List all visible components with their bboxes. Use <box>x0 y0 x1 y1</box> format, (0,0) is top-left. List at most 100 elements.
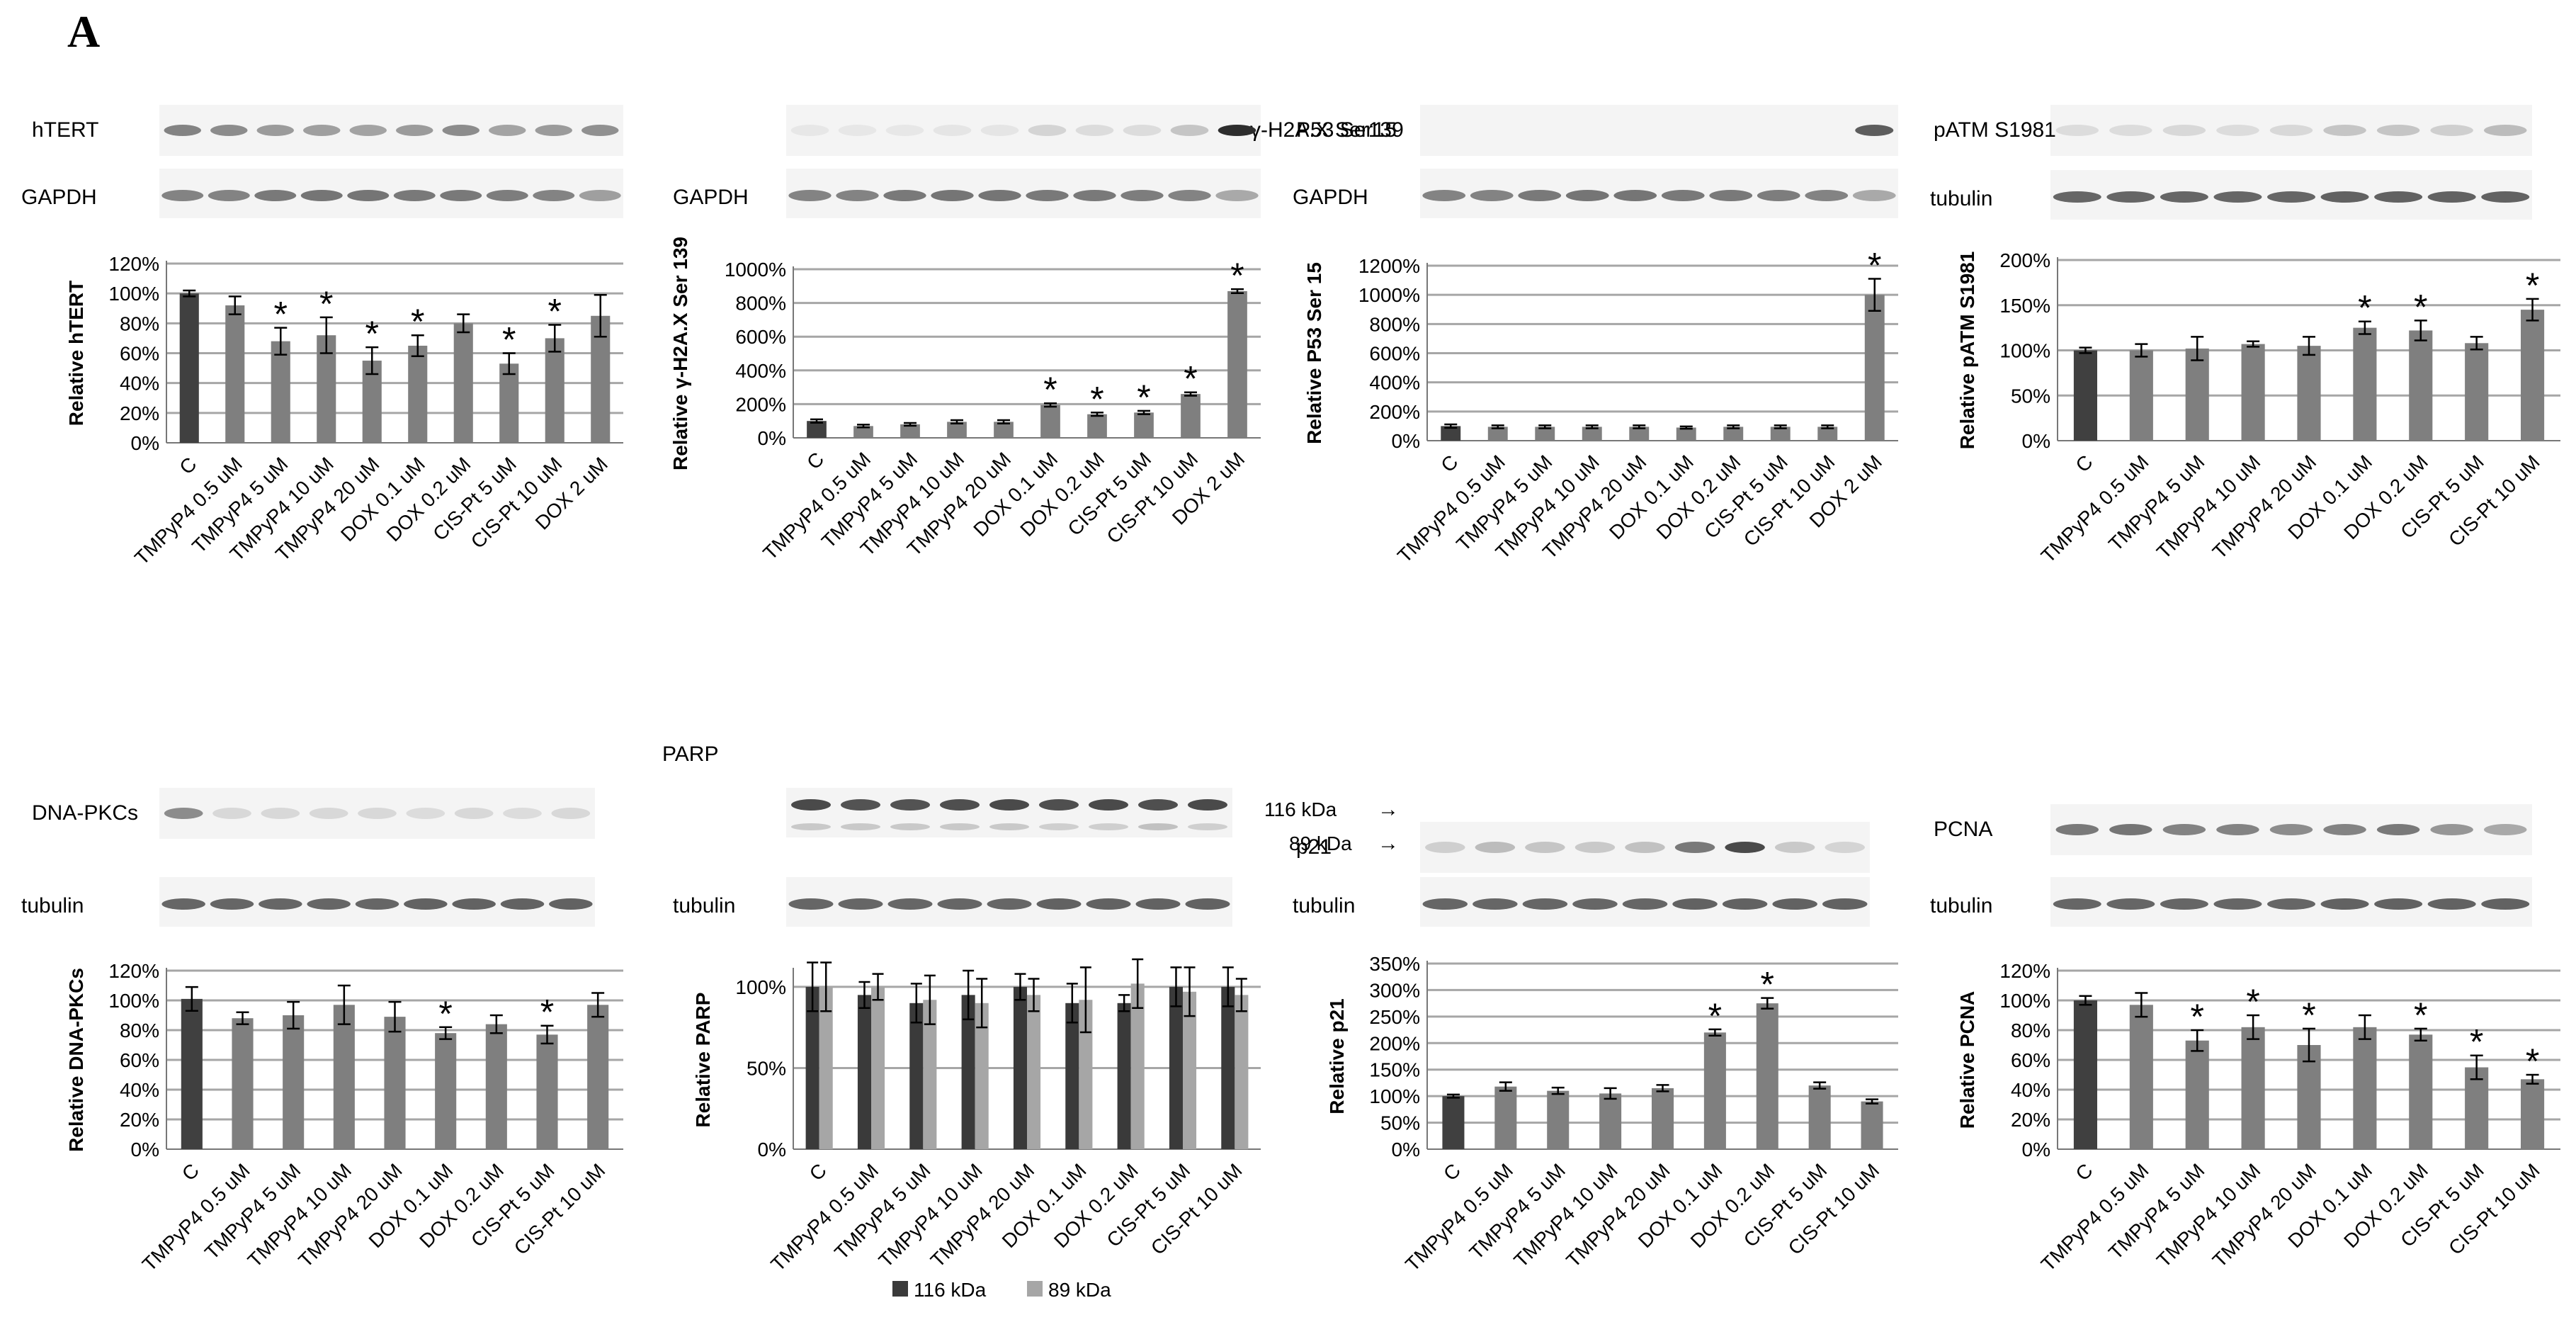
loading-band <box>1422 898 1468 910</box>
loading-band <box>1622 898 1668 910</box>
loading-band <box>2427 191 2476 203</box>
loading-band <box>533 190 575 201</box>
loading-band <box>788 190 832 201</box>
loading-band <box>2213 191 2262 203</box>
bar-116kda <box>1013 986 1027 1149</box>
chart-gH2AX: γ-H2A.X Ser139 GAPDH 0% 200% 400% 600% 800% 100… <box>669 105 1404 564</box>
plot-pATM: 0% 50% 100% 150% 200% Relative pATM S1981 C TMP… <box>1956 249 2560 567</box>
chart-hTERT: hTERT GAPDH 0% 20% 40% 60% 80% 100% 120% Relative… <box>21 105 623 569</box>
loading-band <box>1709 190 1753 201</box>
significance-asterisk: * <box>438 994 452 1034</box>
loading-band <box>452 898 496 910</box>
loading-band <box>259 898 302 910</box>
bar <box>1494 1086 1517 1149</box>
y-tick-label: 400% <box>1369 372 1420 394</box>
loading-band <box>2160 191 2208 203</box>
significance-asterisk: * <box>1708 996 1722 1036</box>
loading-band <box>2481 898 2530 910</box>
loading-band <box>1772 898 1817 910</box>
blot-band <box>841 799 880 811</box>
blot-band <box>1425 842 1465 853</box>
bar-89kda <box>1235 995 1249 1149</box>
blot-band <box>933 125 972 136</box>
loading-band <box>161 898 205 910</box>
blot-band <box>2323 824 2366 835</box>
y-tick-label: 100% <box>1369 1085 1420 1107</box>
blot-band <box>503 808 542 819</box>
loading-band <box>2374 898 2423 910</box>
bar <box>1582 427 1602 441</box>
blot-PARP: PARP 116 kDa → 89 kDa → tubulin <box>662 742 1399 927</box>
loading-band <box>937 898 982 910</box>
bar <box>853 426 873 438</box>
y-tick-label: 60% <box>120 1049 159 1071</box>
plot-P53: 0% 200% 400% 600% 800% 1000% 1200% Relative P53… <box>1303 246 1898 567</box>
bar-116kda <box>961 995 975 1149</box>
loading-band <box>500 898 545 910</box>
legend-label: 89 kDa <box>1048 1279 1111 1301</box>
y-tick-label: 1000% <box>725 259 786 281</box>
y-tick-label: 100% <box>735 976 786 998</box>
y-tick-label: 600% <box>735 326 786 348</box>
loading-band <box>486 190 528 201</box>
x-tick-label: CIS-Pt 10 uM <box>1147 1159 1247 1259</box>
bar-89kda <box>871 986 885 1149</box>
loading-band <box>1135 898 1181 910</box>
bar <box>2409 1034 2433 1149</box>
blot-band <box>2269 125 2313 136</box>
loading-band <box>2374 191 2423 203</box>
blot-label: DNA-PKCs <box>32 801 138 825</box>
bar <box>499 363 519 443</box>
y-tick-label: 400% <box>735 360 786 382</box>
y-axis-label: Relative P53 Ser 15 <box>1303 262 1325 444</box>
blot-band <box>1218 125 1256 136</box>
bar-89kda <box>975 1003 989 1149</box>
loading-band <box>2053 191 2101 203</box>
blot-background <box>1420 105 1898 156</box>
bar <box>2073 350 2098 441</box>
x-tick-label: C <box>2071 451 2096 476</box>
blot-band <box>1089 799 1128 811</box>
x-tick-label: C <box>178 1159 203 1185</box>
blot-band <box>980 125 1019 136</box>
y-tick-label: 0% <box>758 1139 786 1161</box>
chart-pATM: pATM S1981 tubulin 0% 50% 100% 150% 200% Relati… <box>1930 105 2560 567</box>
bar <box>2520 310 2545 441</box>
bar <box>2297 1045 2321 1149</box>
blot-PCNA: PCNA tubulin <box>1930 804 2532 927</box>
blot-label: P53 Ser15 <box>1296 118 1397 142</box>
loading-band <box>1613 190 1657 201</box>
blot-band-89 <box>1188 823 1227 830</box>
blot-band <box>535 125 572 136</box>
y-tick-label: 0% <box>1392 1139 1420 1161</box>
loading-band <box>1672 898 1718 910</box>
bar <box>1861 1101 1883 1149</box>
bar <box>1703 1032 1726 1149</box>
y-tick-label: 300% <box>1369 979 1420 1001</box>
blot-band <box>2162 125 2206 136</box>
y-tick-label: 350% <box>1369 953 1420 975</box>
y-tick-label: 20% <box>120 1109 159 1131</box>
loading-band <box>1852 190 1896 201</box>
loading-band <box>1215 190 1259 201</box>
blot-band <box>2055 125 2099 136</box>
y-tick-label: 1200% <box>1358 255 1420 277</box>
blot-band <box>164 125 201 136</box>
x-tick-label: TMPyP4 10 uM <box>2152 1159 2264 1271</box>
blot-band <box>2055 824 2099 835</box>
y-tick-label: 200% <box>1369 1032 1420 1054</box>
loading-band <box>883 190 926 201</box>
blot-band <box>1123 125 1162 136</box>
significance-asterisk: * <box>2414 287 2427 327</box>
blot-band <box>309 808 348 819</box>
plot-p21: 0% 50% 100% 150% 200% 250% 300% 350% Relative p2… <box>1326 953 1898 1275</box>
loading-band <box>1086 898 1131 910</box>
loading-band <box>2053 898 2101 910</box>
bar-89kda <box>819 986 833 1149</box>
bar <box>2185 1040 2209 1149</box>
blot-band-89 <box>940 823 980 830</box>
y-tick-label: 250% <box>1369 1006 1420 1028</box>
significance-asterisk: * <box>1868 246 1881 286</box>
blot-band <box>261 808 300 819</box>
significance-asterisk: * <box>1230 256 1244 295</box>
